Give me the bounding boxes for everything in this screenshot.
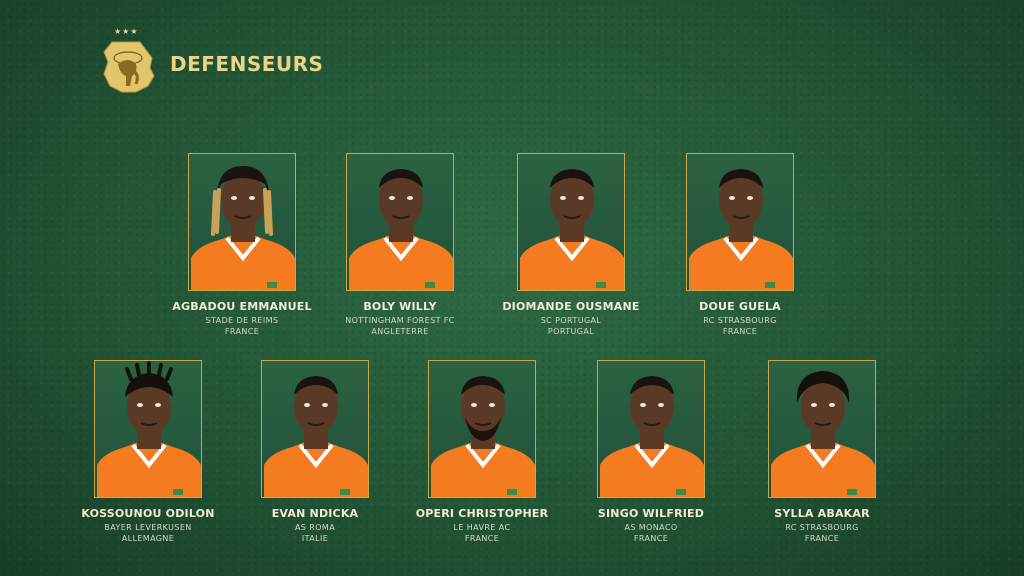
player-name: EVAN NDICKA <box>271 507 359 520</box>
player-photo <box>346 153 454 291</box>
player-country: PORTUGAL <box>547 327 595 336</box>
player-photo <box>768 360 876 498</box>
player-card: BOLY WILLY NOTTINGHAM FOREST FC ANGLETERRE <box>325 153 475 337</box>
player-card: KOSSOUNOU ODILON BAYER LEVERKUSEN ALLEMAGN… <box>73 360 223 544</box>
player-club: RC STRASBOURG <box>785 523 859 532</box>
elephant-crest-icon: ★★★ <box>100 28 158 94</box>
player-name: SYLLA ABAKAR <box>774 507 870 520</box>
player-card: DIOMANDE OUSMANE SC PORTUGAL PORTUGAL <box>496 153 646 337</box>
player-club: BAYER LEVERKUSEN <box>104 523 192 532</box>
player-name: SINGO WILFRIED <box>597 507 705 520</box>
player-country: FRANCE <box>804 534 840 543</box>
player-country: ITALIE <box>301 534 329 543</box>
player-club: STADE DE REIMS <box>205 316 279 325</box>
player-club: LE HAVRE AC <box>453 523 511 532</box>
player-card: SYLLA ABAKAR RC STRASBOURG FRANCE <box>747 360 897 544</box>
player-club: AS ROMA <box>294 523 336 532</box>
player-club: NOTTINGHAM FOREST FC <box>345 316 455 325</box>
player-photo <box>94 360 202 498</box>
player-photo <box>188 153 296 291</box>
player-club: SC PORTUGAL <box>540 316 602 325</box>
player-card: DOUE GUELA RC STRASBOURG FRANCE <box>665 153 815 337</box>
player-photo <box>686 153 794 291</box>
player-photo <box>428 360 536 498</box>
player-name: OPERI CHRISTOPHER <box>415 507 549 520</box>
player-country: FRANCE <box>224 327 260 336</box>
player-card: EVAN NDICKA AS ROMA ITALIE <box>240 360 390 544</box>
section-header: ★★★ DEFENSEURS <box>100 28 323 94</box>
player-photo <box>517 153 625 291</box>
player-photo <box>261 360 369 498</box>
player-country: FRANCE <box>633 534 669 543</box>
page-title: DEFENSEURS <box>170 52 324 76</box>
player-card: SINGO WILFRIED AS MONACO FRANCE <box>576 360 726 544</box>
player-photo <box>597 360 705 498</box>
player-card: OPERI CHRISTOPHER LE HAVRE AC FRANCE <box>407 360 557 544</box>
player-card: AGBADOU EMMANUEL STADE DE REIMS FRANCE <box>167 153 317 337</box>
player-country: ALLEMAGNE <box>121 534 175 543</box>
player-name: KOSSOUNOU ODILON <box>81 507 215 520</box>
player-club: AS MONACO <box>624 523 678 532</box>
player-country: FRANCE <box>464 534 500 543</box>
stars: ★★★ <box>114 27 139 36</box>
player-club: RC STRASBOURG <box>703 316 777 325</box>
player-name: DOUE GUELA <box>699 300 781 313</box>
player-name: BOLY WILLY <box>363 300 437 313</box>
player-country: ANGLETERRE <box>371 327 429 336</box>
player-country: FRANCE <box>722 327 758 336</box>
player-name: AGBADOU EMMANUEL <box>172 300 312 313</box>
player-name: DIOMANDE OUSMANE <box>502 300 640 313</box>
